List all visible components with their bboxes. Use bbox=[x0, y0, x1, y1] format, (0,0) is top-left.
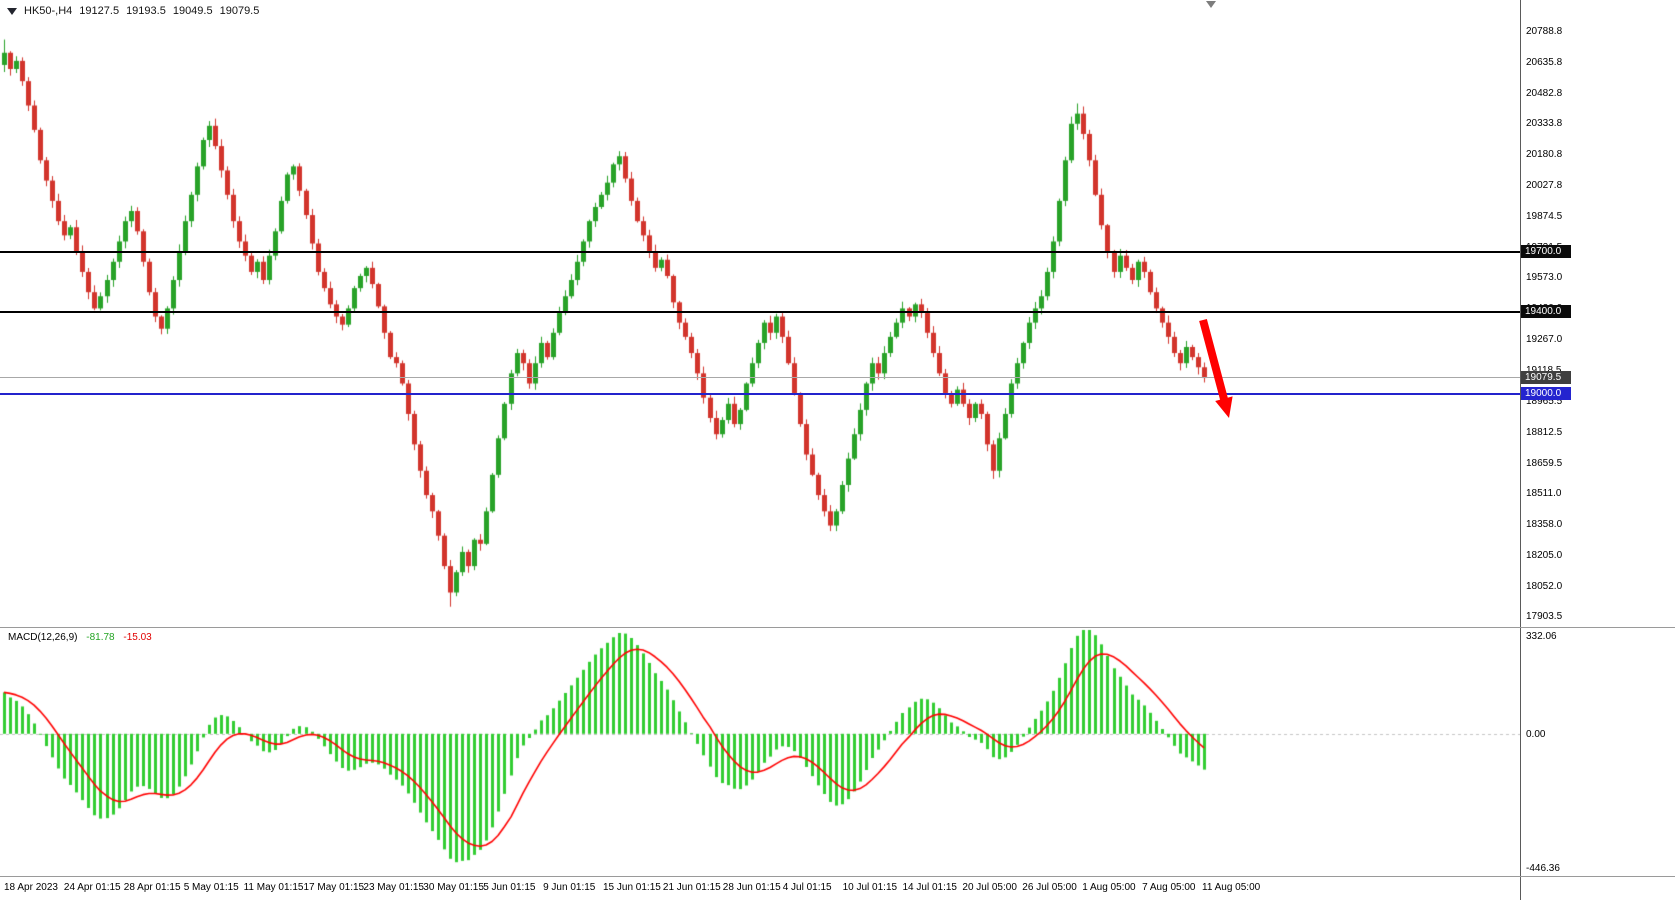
red-down-arrow-annotation[interactable] bbox=[1180, 310, 1250, 430]
price-axis-label: 20333.8 bbox=[1526, 118, 1563, 129]
macd-indicator-canvas[interactable] bbox=[0, 628, 1520, 876]
price-axis-label: 19118.5 bbox=[1526, 365, 1561, 376]
time-axis-label: 11 May 01:15 bbox=[243, 882, 304, 893]
price-axis-label: 18358.0 bbox=[1526, 518, 1563, 530]
time-axis-label: 28 Apr 01:15 bbox=[123, 882, 181, 893]
ohlc-open: 19127.5 bbox=[79, 5, 120, 17]
macd-axis-zero-label: 0.00 bbox=[1526, 728, 1546, 740]
horizontal-line-19400.0[interactable] bbox=[0, 311, 1520, 314]
macd-main-value: -81.78 bbox=[86, 632, 115, 643]
price-badge-19700.0: 19700.0 bbox=[1521, 244, 1571, 258]
time-axis[interactable]: 18 Apr 2023 24 Apr 01:15 28 Apr 01:15 5 May… bbox=[0, 877, 1675, 900]
time-axis-label: 4 Jul 01:15 bbox=[782, 882, 832, 893]
price-axis-label: 17903.5 bbox=[1526, 611, 1563, 623]
time-axis-label: 14 Jul 01:15 bbox=[902, 882, 958, 893]
price-axis-label: 20788.8 bbox=[1526, 25, 1563, 37]
price-axis-label: 18052.0 bbox=[1526, 581, 1563, 592]
price-axis-label: 20180.8 bbox=[1526, 149, 1563, 161]
time-axis-separator bbox=[0, 876, 1675, 877]
price-axis-label: 18812.5 bbox=[1526, 426, 1563, 438]
price-axis-label: 19573.0 bbox=[1526, 272, 1563, 284]
chart-shift-marker[interactable] bbox=[1206, 1, 1216, 8]
price-axis-label: 19874.5 bbox=[1526, 211, 1563, 223]
price-axis-label: 20027.8 bbox=[1526, 180, 1563, 192]
price-badge-19079.5: 19079.5 bbox=[1521, 370, 1571, 384]
time-axis-label: 24 Apr 01:15 bbox=[63, 882, 121, 893]
price-axis-label: 20482.8 bbox=[1526, 87, 1563, 99]
pane-separator[interactable] bbox=[0, 627, 1675, 628]
symbol-marker-icon bbox=[7, 7, 17, 15]
ohlc-close: 19079.5 bbox=[219, 5, 260, 17]
candlestick-chart-canvas[interactable] bbox=[0, 0, 1520, 627]
price-axis-label: 18511.0 bbox=[1526, 487, 1562, 499]
time-axis-label: 20 Jul 05:00 bbox=[962, 882, 1017, 893]
macd-indicator-label: MACD(12,26,9) bbox=[8, 632, 78, 643]
time-axis-label: 17 May 01:15 bbox=[303, 882, 365, 893]
time-axis-label: 15 Jun 01:15 bbox=[603, 882, 661, 893]
ohlc-high: 19193.5 bbox=[126, 5, 166, 17]
time-axis-label: 11 Aug 05:00 bbox=[1202, 882, 1261, 893]
time-axis-label: 28 Jun 01:15 bbox=[722, 882, 781, 893]
time-axis-label: 7 Aug 05:00 bbox=[1142, 882, 1196, 893]
macd-axis-min-label: -446.36 bbox=[1526, 863, 1560, 874]
time-axis-label: 18 Apr 2023 bbox=[4, 882, 58, 893]
ohlc-low: 19049.5 bbox=[172, 5, 213, 17]
time-axis-label: 21 Jun 01:15 bbox=[662, 882, 721, 893]
time-axis-label: 1 Aug 05:00 bbox=[1082, 882, 1136, 893]
macd-indicator-title: MACD(12,26,9) -81.78 -15.03 bbox=[8, 632, 152, 643]
price-axis-line bbox=[1520, 0, 1521, 900]
horizontal-line-19700.0[interactable] bbox=[0, 250, 1520, 253]
macd-signal-value: -15.03 bbox=[123, 632, 152, 643]
price-badge-19400.0: 19400.0 bbox=[1521, 305, 1571, 319]
price-axis-label: 20635.8 bbox=[1526, 56, 1563, 68]
time-axis-label: 26 Jul 05:00 bbox=[1022, 882, 1077, 893]
price-axis-label: 18965.5 bbox=[1526, 395, 1563, 407]
time-axis-label: 5 Jun 01:15 bbox=[483, 882, 536, 893]
price-axis-label: 19267.0 bbox=[1526, 334, 1563, 346]
time-axis-label: 5 May 01:15 bbox=[183, 882, 239, 893]
horizontal-line-19000.0[interactable] bbox=[0, 392, 1520, 395]
time-axis-label: 23 May 01:15 bbox=[363, 882, 424, 893]
price-axis-label: 18205.0 bbox=[1526, 549, 1563, 561]
time-axis-label: 9 Jun 01:15 bbox=[543, 882, 596, 893]
horizontal-line-19079.5[interactable] bbox=[0, 377, 1520, 379]
symbol-name: HK50-,H4 bbox=[24, 5, 73, 17]
price-axis-label: 18659.5 bbox=[1526, 457, 1563, 469]
price-badge-19000.0: 19000.0 bbox=[1521, 386, 1571, 400]
time-axis-label: 10 Jul 01:15 bbox=[842, 882, 898, 893]
symbol-info: HK50-,H4 19127.5 19193.5 19049.5 19079.5 bbox=[7, 5, 266, 17]
time-axis-label: 30 May 01:15 bbox=[423, 882, 484, 893]
macd-axis-max-label: 332.06 bbox=[1526, 631, 1557, 642]
